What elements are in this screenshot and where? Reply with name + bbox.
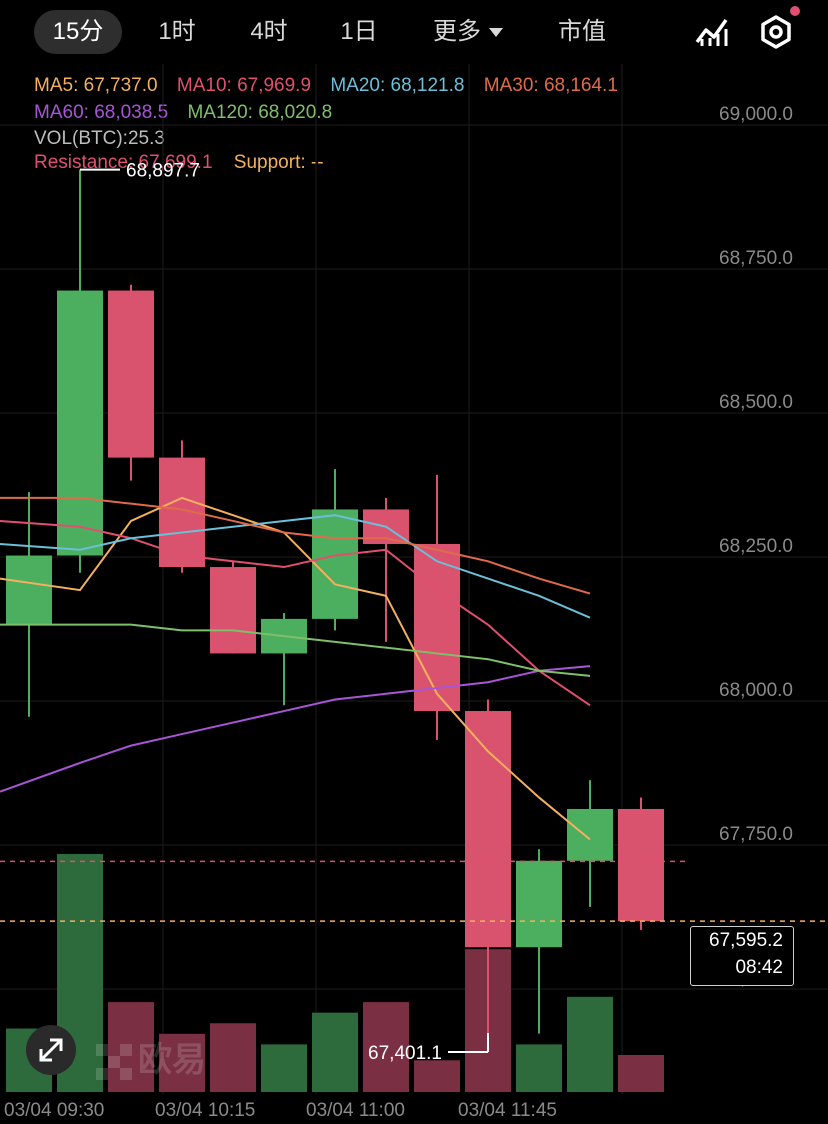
candle-body <box>567 808 613 861</box>
ma20-line <box>0 514 591 619</box>
high-price-label: 68,897.7 <box>126 161 200 182</box>
okx-logo-icon <box>96 1044 132 1081</box>
watermark-text: 欧易 <box>138 1041 206 1079</box>
drawing-tools-icon[interactable] <box>692 12 732 52</box>
notification-dot <box>790 6 800 16</box>
volume-label: VOL(BTC):25.3 <box>34 128 165 149</box>
volume-bar <box>210 1023 256 1092</box>
y-tick-label: 68,750.0 <box>719 248 793 269</box>
resistance-label: Resistance: 67,699.1 <box>34 152 213 173</box>
ma30-label: MA30: 68,164.1 <box>483 75 618 96</box>
settings-hexagon-icon[interactable] <box>756 6 800 52</box>
y-tick-label: 69,000.0 <box>719 104 793 125</box>
legend-row-1: MA5: 67,737.0 MA10: 67,969.9 MA20: 68,12… <box>34 75 618 97</box>
timeframe-tabbar: 15分 1时 4时 1日 更多 市值 <box>0 0 828 64</box>
tab-more[interactable]: 更多 <box>420 10 516 54</box>
x-tick-label: 03/04 09:30 <box>4 1100 104 1121</box>
current-price-box: 67,595.2 08:42 <box>690 926 794 986</box>
ma120-line <box>0 623 591 677</box>
moving-average-lines <box>0 496 591 841</box>
candle-body <box>57 290 103 556</box>
y-tick-label: 68,250.0 <box>719 536 793 557</box>
candle-body <box>618 808 664 922</box>
volume-bar <box>414 1060 460 1092</box>
ma60-line <box>0 665 591 793</box>
legend-row-4: Resistance: 67,699.1 Support: -- <box>34 152 324 174</box>
tab-4h[interactable]: 4时 <box>250 18 288 45</box>
volume-bar <box>159 1033 205 1092</box>
candle-body <box>210 567 256 654</box>
ma20-label: MA20: 68,121.8 <box>330 75 465 96</box>
x-tick-label: 03/04 11:00 <box>306 1100 405 1121</box>
chevron-down-icon <box>489 28 503 38</box>
x-tick-label: 03/04 11:45 <box>458 1100 557 1121</box>
candle-body <box>312 509 358 619</box>
tab-1d[interactable]: 1日 <box>340 18 378 45</box>
ma5-label: MA5: 67,737.0 <box>34 75 158 96</box>
volume-bar <box>516 1044 562 1092</box>
x-tick-label: 03/04 10:15 <box>155 1100 255 1121</box>
tab-more-label: 更多 <box>433 18 481 45</box>
candle-body <box>108 290 154 458</box>
low-price-label: 67,401.1 <box>368 1043 442 1064</box>
volume-bar <box>312 1012 358 1092</box>
candle-countdown: 08:42 <box>735 957 783 978</box>
current-price-value: 67,595.2 <box>709 930 783 951</box>
ma30-line <box>0 496 591 595</box>
candles <box>6 169 664 1034</box>
support-label: Support: -- <box>233 152 324 173</box>
volume-bar <box>363 1002 409 1092</box>
candle-body <box>465 711 511 948</box>
ma10-line <box>0 519 591 707</box>
y-tick-label: 68,500.0 <box>719 392 793 413</box>
volume-bar <box>108 1002 154 1092</box>
fullscreen-expand-button[interactable] <box>26 1025 76 1075</box>
candle-body <box>414 544 460 712</box>
okx-watermark: 欧易 <box>96 1032 206 1081</box>
legend-row-2: MA60: 68,038.5 MA120: 68,020.8 <box>34 102 332 124</box>
volume-bar <box>567 996 613 1092</box>
ma60-label: MA60: 68,038.5 <box>34 102 169 123</box>
price-axis: 69,000.0 68,750.0 68,500.0 68,250.0 68,000.0… <box>719 104 793 989</box>
volume-bars <box>6 854 664 1092</box>
y-tick-label: 67,750.0 <box>719 824 793 845</box>
candle-body <box>6 555 52 625</box>
ma5-line <box>0 496 591 841</box>
ma120-label: MA120: 68,020.8 <box>187 102 333 123</box>
y-tick-label: 68,000.0 <box>719 680 793 701</box>
tab-15m[interactable]: 15分 <box>34 10 122 54</box>
expand-arrows-icon <box>39 1038 63 1062</box>
price-markers: 68,897.7 67,401.1 <box>0 161 828 1064</box>
tab-market-cap[interactable]: 市值 <box>558 18 606 45</box>
candle-body <box>516 860 562 948</box>
tab-1h[interactable]: 1时 <box>158 18 196 45</box>
time-axis: 03/04 09:30 03/04 10:15 03/04 11:00 03/04 1… <box>4 1100 557 1121</box>
ma10-label: MA10: 67,969.9 <box>176 75 312 96</box>
volume-bar <box>261 1044 307 1092</box>
volume-bar <box>618 1054 664 1092</box>
